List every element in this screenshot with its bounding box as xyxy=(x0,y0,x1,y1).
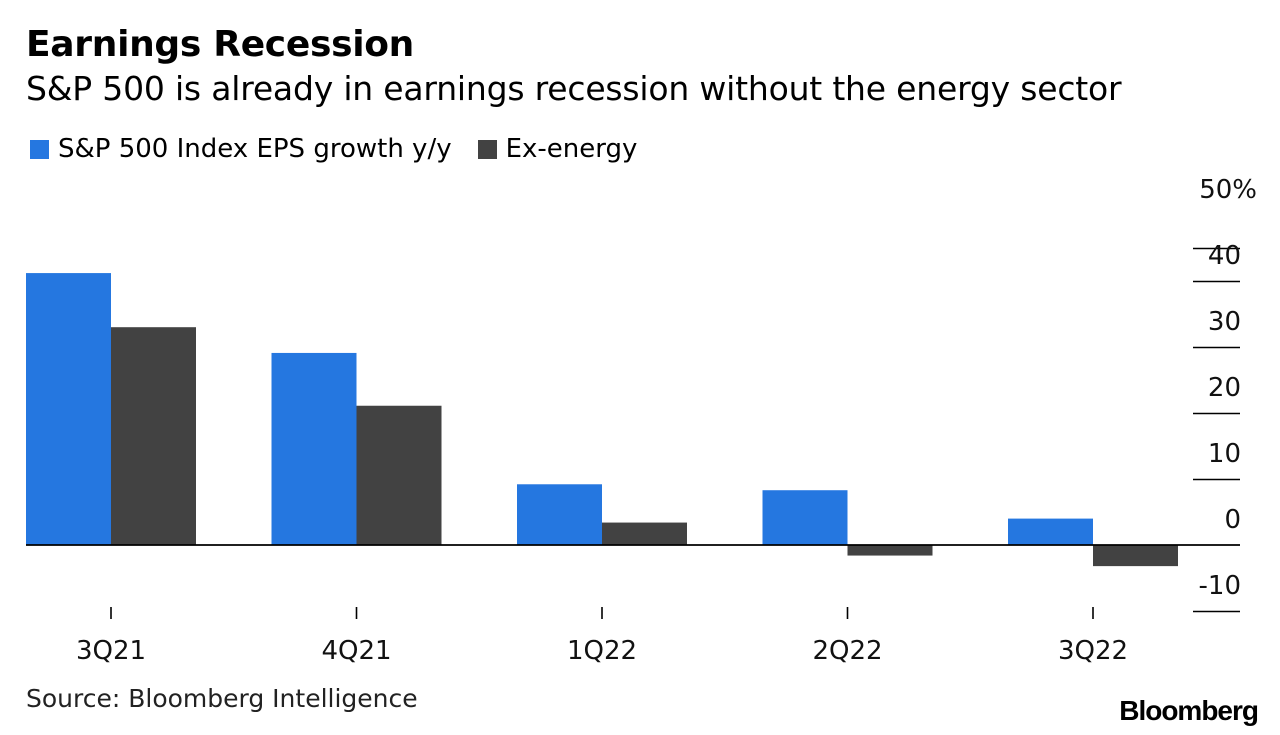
legend-label-sp500: S&P 500 Index EPS growth y/y xyxy=(58,134,452,164)
y-tick-label: 40 xyxy=(1208,241,1241,271)
y-tick-label: -10 xyxy=(1199,571,1241,601)
bar-sp500-4Q21 xyxy=(271,352,357,545)
legend-swatch-ex-energy xyxy=(477,139,497,159)
bar-sp500-1Q22 xyxy=(517,484,602,545)
bar-ex-energy-4Q21 xyxy=(356,405,442,545)
bar-ex-energy-3Q22 xyxy=(1093,545,1178,567)
legend-swatch-sp500 xyxy=(30,139,49,159)
x-tick-label: 1Q22 xyxy=(567,636,637,666)
source-note: Source: Bloomberg Intelligence xyxy=(26,684,418,713)
chart-subtitle: S&P 500 is already in earnings recession… xyxy=(26,69,1122,108)
bar-ex-energy-2Q22 xyxy=(847,545,933,556)
legend-item-sp500: S&P 500 Index EPS growth y/y xyxy=(30,134,452,164)
legend-label-ex-energy: Ex-energy xyxy=(505,134,638,164)
legend: S&P 500 Index EPS growth y/y Ex-energy xyxy=(30,134,663,164)
bar-sp500-2Q22 xyxy=(762,490,848,545)
legend-item-ex-energy: Ex-energy xyxy=(477,134,638,164)
x-tick-label: 3Q21 xyxy=(76,636,146,666)
bar-sp500-3Q21 xyxy=(26,273,111,545)
y-tick-label: 0 xyxy=(1224,505,1241,535)
bar-sp500-3Q22 xyxy=(1008,518,1093,545)
x-tick-label: 4Q21 xyxy=(321,636,391,666)
y-tick-label: 20 xyxy=(1208,373,1241,403)
x-tick-label: 2Q22 xyxy=(812,636,882,666)
chart-title: Earnings Recession xyxy=(26,24,415,65)
y-tick-label: 10 xyxy=(1208,439,1241,469)
bar-ex-energy-3Q21 xyxy=(111,327,196,545)
y-tick-label: 30 xyxy=(1208,307,1241,337)
y-tick-label: 50% xyxy=(1199,175,1257,205)
x-tick-label: 3Q22 xyxy=(1058,636,1128,666)
bloomberg-logo: Bloomberg xyxy=(1119,695,1259,726)
bar-ex-energy-1Q22 xyxy=(602,522,687,545)
